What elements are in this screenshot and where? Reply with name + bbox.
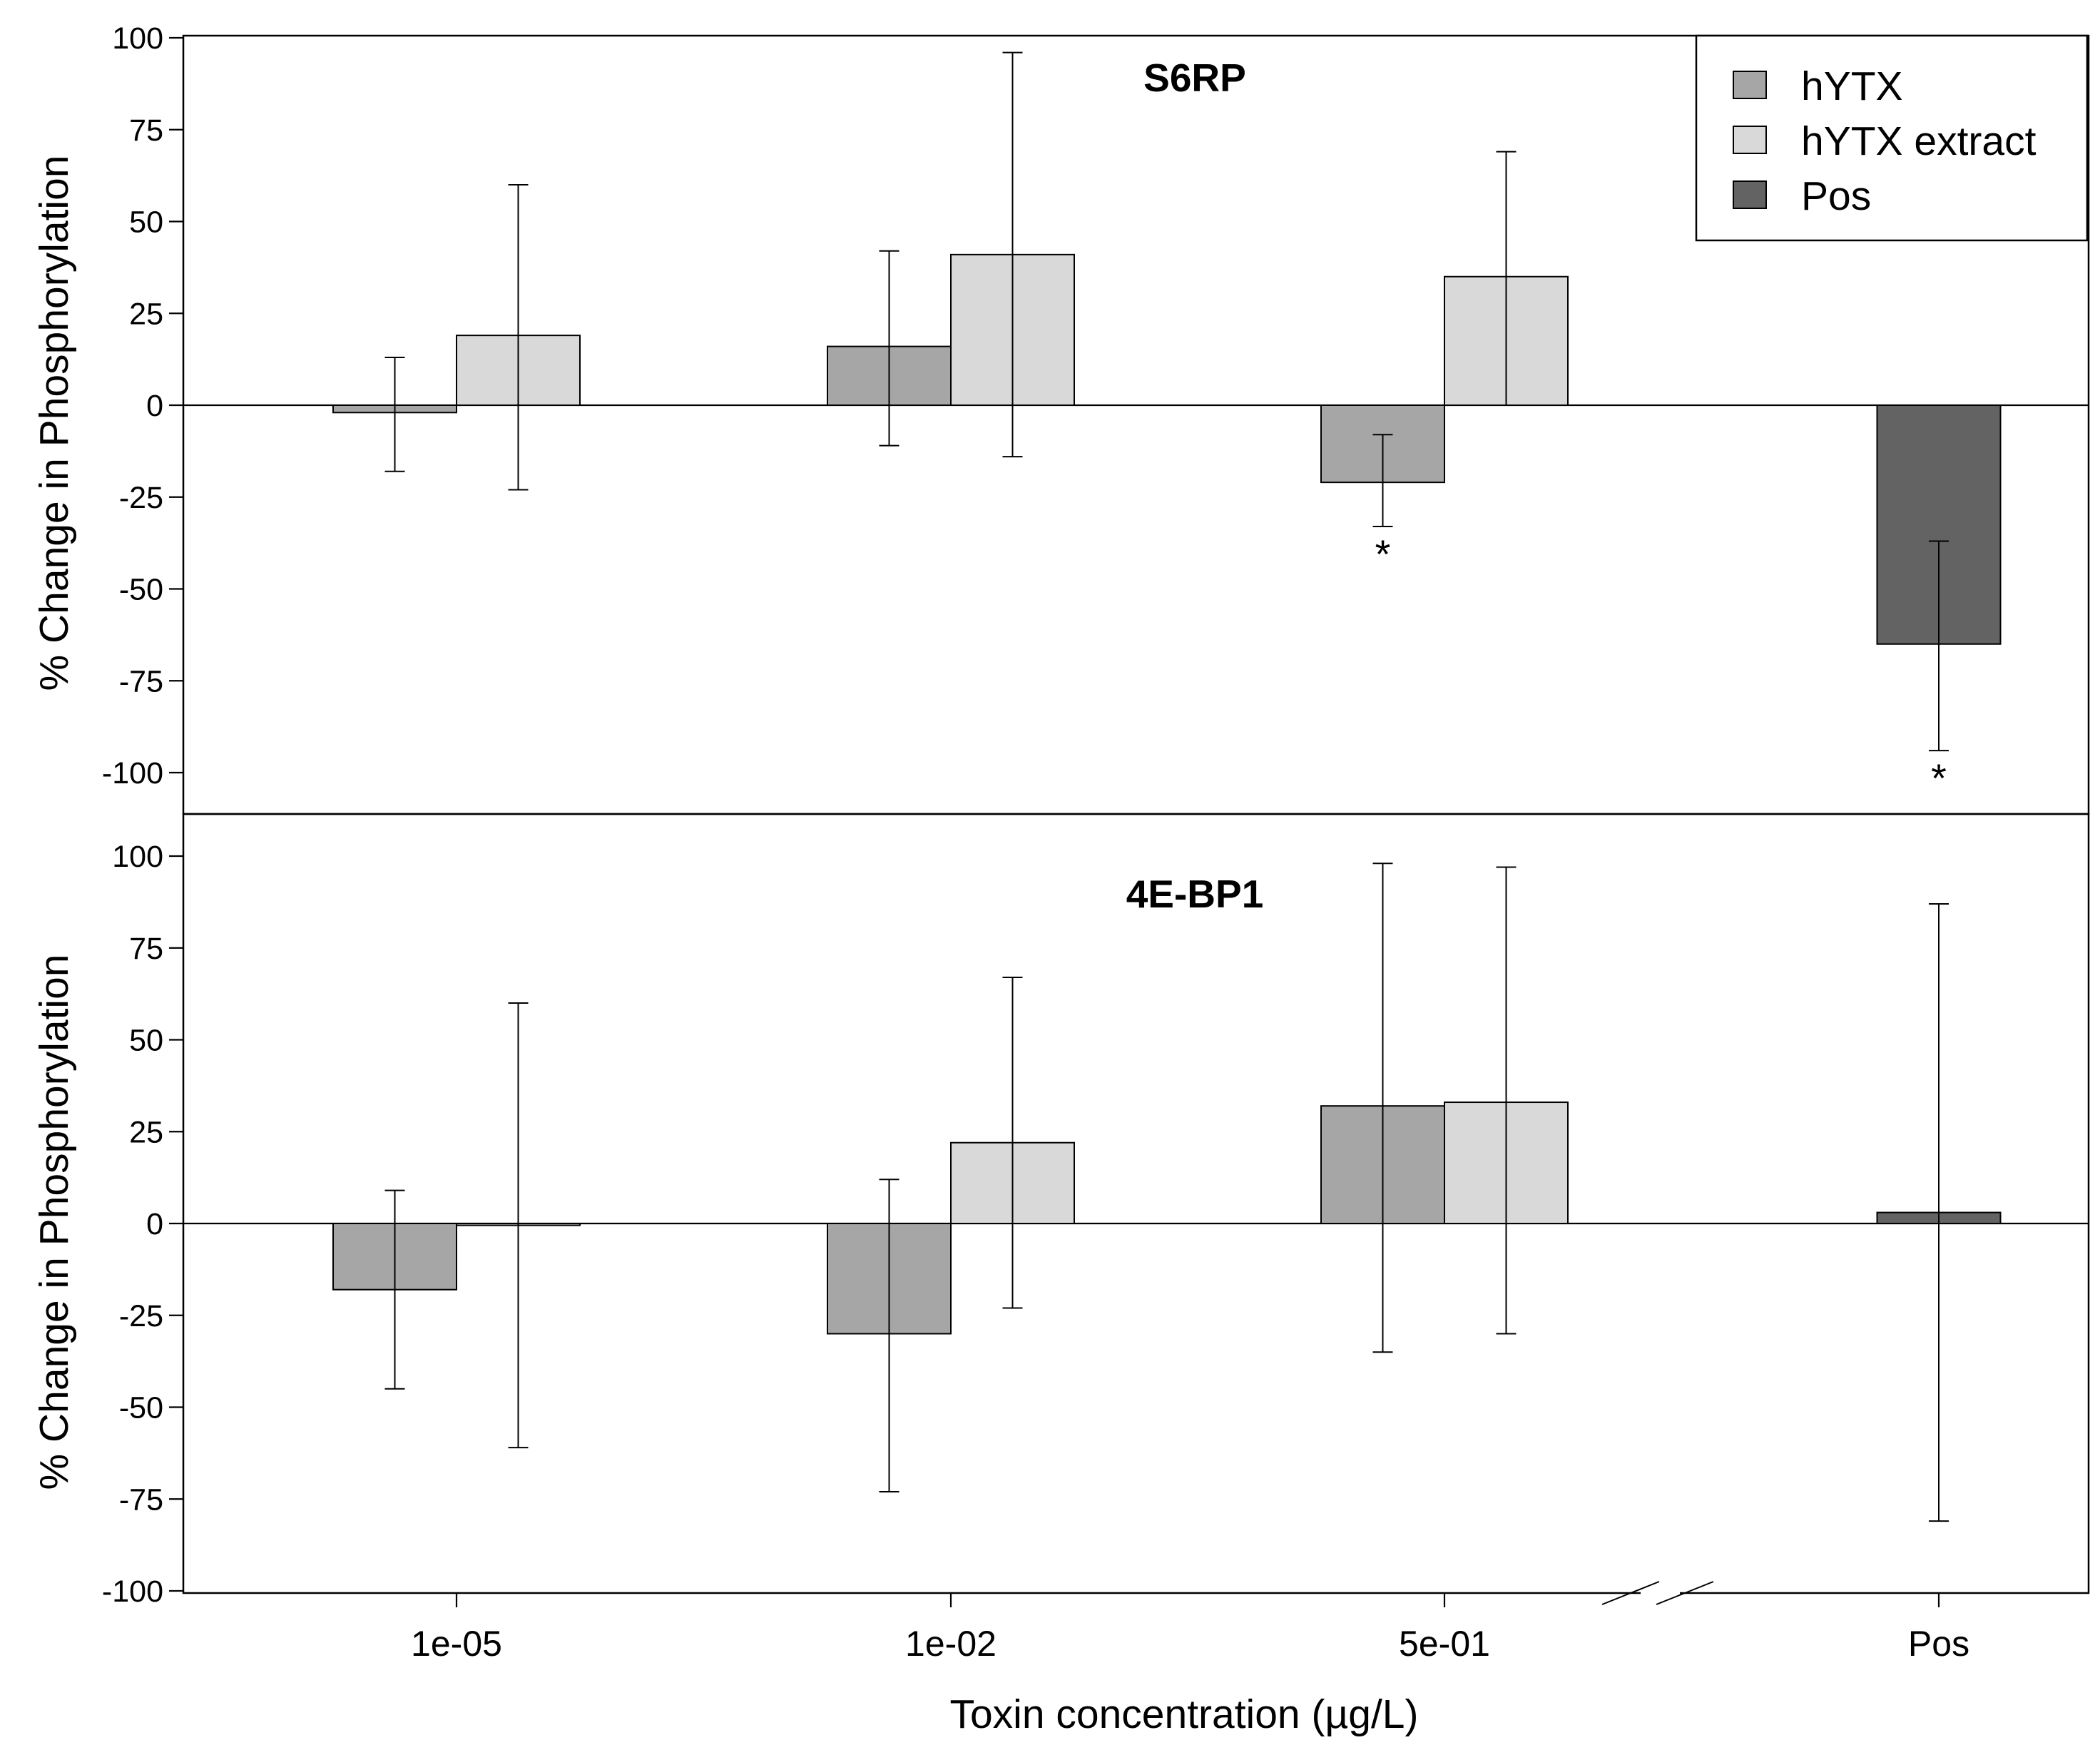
legend-swatch-hytx-extract [1733,126,1767,154]
x-tick-label: 1e-02 [905,1624,997,1664]
y-axis-title-top: % Change in Phosphorylation [31,156,77,691]
y-tick-label: 75 [129,932,163,966]
legend-label-hytx-extract: hYTX extract [1801,118,2037,164]
panel-title-s6rp: S6RP [1143,56,1246,100]
axis-break-mark [1656,1581,1714,1605]
x-tick-label: Pos [1908,1624,1969,1664]
x-tick-label: 5e-01 [1399,1624,1490,1664]
panel-title-4ebp1: 4E-BP1 [1126,872,1264,916]
plot-frame [182,813,2090,1594]
y-tick-label: -100 [102,1574,163,1609]
x-axis-title: Toxin concentration (µg/L) [949,1691,1418,1737]
panel-4e-bp1: 100 75 50 25 0 -25 -50 -75 -100 [102,813,2090,1609]
y-axis-title-bottom: % Change in Phosphorylation [31,955,77,1490]
legend-label-pos: Pos [1801,173,1871,219]
significance-marker: * [1931,756,1947,800]
x-tick-label: 1e-05 [411,1624,502,1664]
y-tick-label: -75 [119,664,163,698]
axis-break-mark [1601,1581,1660,1605]
y-tick-label: 50 [129,205,163,240]
y-tick-label: 25 [129,297,163,331]
y-tick-label: 0 [146,1207,163,1241]
panel-s6rp: 100 75 50 25 0 -25 -50 -75 -100 * * [102,21,2090,815]
y-tick-label: 50 [129,1024,163,1058]
y-tick-label: 25 [129,1115,163,1149]
y-tick-label: -25 [119,1299,163,1333]
legend-swatch-hytx [1733,71,1767,99]
chart-marks: 100 75 50 25 0 -25 -50 -75 -100 * * 100 75 50 25 0 -25 -5… [102,21,2090,1664]
axis-break-gap [1641,1589,1680,1599]
y-tick-label: 100 [112,21,163,56]
y-tick-label: -25 [119,481,163,515]
legend: hYTX hYTX extract Pos [1695,34,2089,242]
legend-swatch-pos [1733,180,1767,209]
y-tick-label: -50 [119,1391,163,1425]
legend-label-hytx: hYTX [1801,63,1903,109]
significance-marker: * [1375,531,1391,576]
y-tick-label: -50 [119,573,163,607]
y-tick-label: 100 [112,840,163,874]
y-tick-label: 0 [146,389,163,423]
y-tick-label: -75 [119,1482,163,1517]
y-tick-label: 75 [129,113,163,148]
y-tick-label: -100 [102,756,163,790]
